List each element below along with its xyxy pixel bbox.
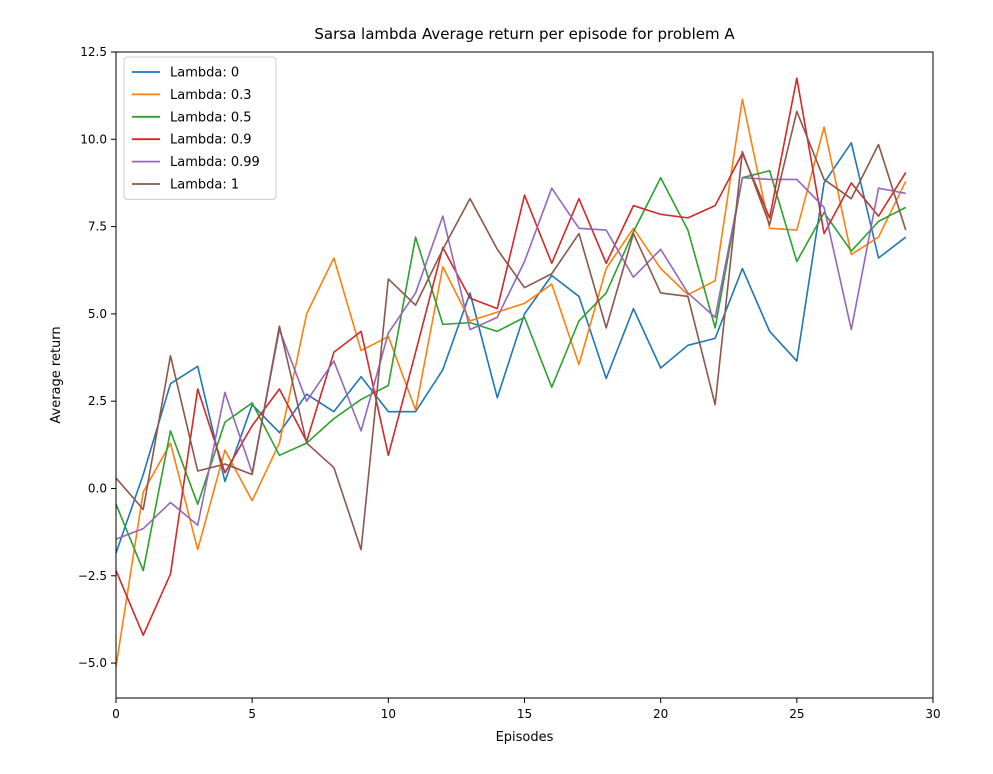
legend-label-1: Lambda: 0.3 (170, 88, 252, 103)
series-line-4 (115, 176, 906, 540)
y-tick-label-3: 2.5 (88, 394, 107, 408)
y-tick-label-4: 5.0 (88, 307, 107, 321)
series-line-3 (115, 77, 907, 636)
y-tick-label-2: 0.0 (88, 481, 107, 495)
legend: Lambda: 0 Lambda: 0.3 Lambda: 0.5 Lambda: 0… (123, 56, 277, 200)
legend-label-2: Lambda: 0.5 (170, 110, 252, 125)
legend-label-5: Lambda: 1 (170, 178, 239, 193)
series-line-2 (115, 169, 907, 572)
legend-label-0: Lambda: 0 (170, 66, 239, 81)
x-tick-label-0: 0 (112, 707, 120, 721)
legend-box (123, 56, 277, 200)
chart-title: Sarsa lambda Average return per episode … (314, 25, 735, 43)
x-tick-label-3: 15 (517, 707, 532, 721)
y-tick-label-7: 12.5 (80, 45, 107, 59)
y-tick-label-1: −2.5 (78, 569, 107, 583)
x-tick-label-5: 25 (789, 707, 804, 721)
series-line-1 (115, 98, 907, 667)
legend-label-3: Lambda: 0.9 (170, 133, 252, 148)
x-axis-label: Episodes (496, 730, 554, 745)
series-line-0 (115, 141, 907, 554)
y-tick-label-6: 10.0 (80, 132, 107, 146)
y-tick-label-5: 7.5 (88, 220, 107, 234)
x-tick-label-2: 10 (381, 707, 396, 721)
x-tick-label-1: 5 (248, 707, 256, 721)
x-tick-label-6: 30 (925, 707, 940, 721)
plot-area: 0 5 10 15 20 25 30 −5.0 −2.5 0.0 2.5 5.0 7.5 10.0 12.5 (78, 45, 941, 721)
y-tick-label-0: −5.0 (78, 656, 107, 670)
y-axis-label: Average return (49, 326, 64, 423)
series-line-5 (115, 110, 907, 551)
legend-label-4: Lambda: 0.99 (170, 155, 260, 170)
x-tick-label-4: 20 (653, 707, 668, 721)
